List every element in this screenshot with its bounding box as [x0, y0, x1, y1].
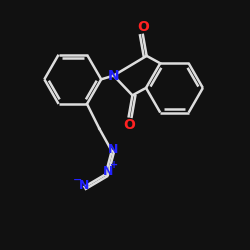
Text: N: N: [79, 179, 90, 192]
Text: N: N: [108, 68, 120, 82]
Text: −: −: [72, 175, 82, 185]
Text: N: N: [108, 143, 118, 156]
Text: O: O: [137, 20, 149, 34]
Text: +: +: [110, 160, 118, 170]
Text: N: N: [103, 165, 114, 178]
Text: O: O: [123, 118, 135, 132]
